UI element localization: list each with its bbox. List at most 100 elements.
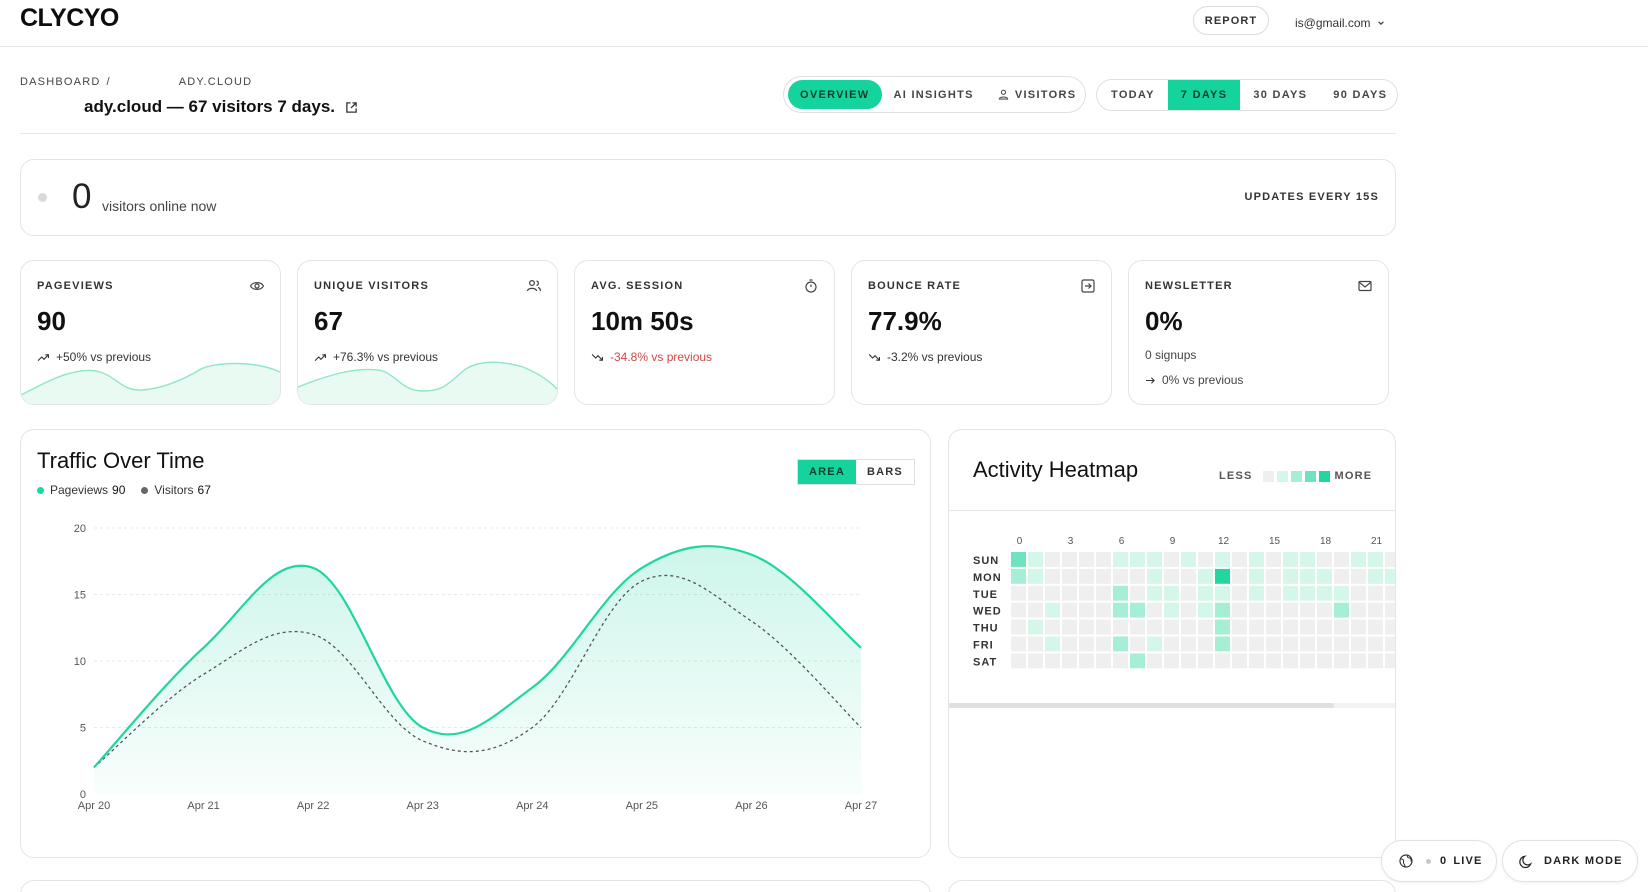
heatmap-cell[interactable] <box>1045 585 1060 601</box>
heatmap-cell[interactable] <box>1181 636 1196 652</box>
heatmap-cell[interactable] <box>1300 653 1315 669</box>
range-90-days[interactable]: 90 DAYS <box>1333 89 1388 101</box>
heatmap-cell[interactable] <box>1096 653 1111 669</box>
user-menu[interactable]: is@gmail.com <box>1273 10 1385 36</box>
heatmap-cell[interactable] <box>1130 552 1145 567</box>
heatmap-cell[interactable] <box>1351 653 1366 669</box>
heatmap-cell[interactable] <box>1198 619 1213 635</box>
heatmap-cell[interactable] <box>1198 552 1213 567</box>
heatmap-cell[interactable] <box>1164 636 1179 652</box>
heatmap-cell[interactable] <box>1011 636 1026 652</box>
heatmap-cell[interactable] <box>1385 619 1396 635</box>
heatmap-cell[interactable] <box>1334 585 1349 601</box>
heatmap-cell[interactable] <box>1232 568 1247 584</box>
tab-overview[interactable]: OVERVIEW <box>788 80 882 109</box>
heatmap-cell[interactable] <box>1045 619 1060 635</box>
heatmap-cell[interactable] <box>1351 636 1366 652</box>
heatmap-cell[interactable] <box>1283 602 1298 618</box>
heatmap-cell[interactable] <box>1368 602 1383 618</box>
heatmap-cell[interactable] <box>1249 585 1264 601</box>
heatmap-cell[interactable] <box>1249 636 1264 652</box>
heatmap-cell[interactable] <box>1147 653 1162 669</box>
heatmap-cell[interactable] <box>1130 585 1145 601</box>
range-today[interactable]: TODAY <box>1111 89 1155 101</box>
heatmap-cell[interactable] <box>1300 552 1315 567</box>
heatmap-cell[interactable] <box>1062 585 1077 601</box>
heatmap-cell[interactable] <box>1334 552 1349 567</box>
heatmap-cell[interactable] <box>1232 585 1247 601</box>
heatmap-cell[interactable] <box>1317 636 1332 652</box>
heatmap-cell[interactable] <box>1079 585 1094 601</box>
dark-mode-toggle[interactable]: DARK MODE <box>1502 840 1638 882</box>
heatmap-cell[interactable] <box>1096 636 1111 652</box>
heatmap-cell[interactable] <box>1334 568 1349 584</box>
heatmap-cell[interactable] <box>1198 636 1213 652</box>
heatmap-cell[interactable] <box>1368 636 1383 652</box>
heatmap-cell[interactable] <box>1028 602 1043 618</box>
heatmap-cell[interactable] <box>1096 602 1111 618</box>
heatmap-cell[interactable] <box>1181 585 1196 601</box>
heatmap-cell[interactable] <box>1198 602 1213 618</box>
heatmap-cell[interactable] <box>1300 585 1315 601</box>
heatmap-cell[interactable] <box>1096 585 1111 601</box>
heatmap-cell[interactable] <box>1249 552 1264 567</box>
tab-ai-insights[interactable]: AI INSIGHTS <box>893 88 974 101</box>
heatmap-cell[interactable] <box>1266 585 1281 601</box>
heatmap-cell[interactable] <box>1028 653 1043 669</box>
heatmap-cell[interactable] <box>1147 619 1162 635</box>
range-30-days[interactable]: 30 DAYS <box>1253 89 1308 101</box>
heatmap-cell[interactable] <box>1096 568 1111 584</box>
heatmap-cell[interactable] <box>1147 552 1162 567</box>
heatmap-cell[interactable] <box>1368 653 1383 669</box>
heatmap-cell[interactable] <box>1351 568 1366 584</box>
heatmap-cell[interactable] <box>1334 619 1349 635</box>
heatmap-cell[interactable] <box>1334 636 1349 652</box>
heatmap-cell[interactable] <box>1300 636 1315 652</box>
heatmap-cell[interactable] <box>1283 552 1298 567</box>
heatmap-cell[interactable] <box>1062 602 1077 618</box>
heatmap-cell[interactable] <box>1317 585 1332 601</box>
heatmap-cell[interactable] <box>1045 602 1060 618</box>
heatmap-cell[interactable] <box>1249 653 1264 669</box>
heatmap-cell[interactable] <box>1215 585 1230 601</box>
heatmap-cell[interactable] <box>1181 619 1196 635</box>
heatmap-cell[interactable] <box>1113 619 1128 635</box>
heatmap-cell[interactable] <box>1181 568 1196 584</box>
heatmap-cell[interactable] <box>1317 568 1332 584</box>
heatmap-cell[interactable] <box>1062 619 1077 635</box>
heatmap-cell[interactable] <box>1334 602 1349 618</box>
heatmap-cell[interactable] <box>1011 619 1026 635</box>
heatmap-cell[interactable] <box>1045 552 1060 567</box>
heatmap-cell[interactable] <box>1351 552 1366 567</box>
heatmap-cell[interactable] <box>1317 552 1332 567</box>
heatmap-cell[interactable] <box>1079 568 1094 584</box>
external-link-icon[interactable] <box>345 101 358 114</box>
heatmap-cell[interactable] <box>1113 552 1128 567</box>
heatmap-cell[interactable] <box>1317 619 1332 635</box>
heatmap-cell[interactable] <box>1198 585 1213 601</box>
heatmap-cell[interactable] <box>1266 653 1281 669</box>
heatmap-cell[interactable] <box>1164 568 1179 584</box>
heatmap-cell[interactable] <box>1062 568 1077 584</box>
heatmap-cell[interactable] <box>1028 585 1043 601</box>
heatmap-cell[interactable] <box>1164 552 1179 567</box>
heatmap-cell[interactable] <box>1045 653 1060 669</box>
heatmap-cell[interactable] <box>1198 653 1213 669</box>
heatmap-cell[interactable] <box>1368 568 1383 584</box>
heatmap-cell[interactable] <box>1283 653 1298 669</box>
heatmap-cell[interactable] <box>1113 568 1128 584</box>
heatmap-cell[interactable] <box>1181 552 1196 567</box>
heatmap-cell[interactable] <box>1130 619 1145 635</box>
heatmap-cell[interactable] <box>1215 653 1230 669</box>
heatmap-cell[interactable] <box>1079 636 1094 652</box>
heatmap-cell[interactable] <box>1317 653 1332 669</box>
heatmap-cell[interactable] <box>1266 636 1281 652</box>
heatmap-cell[interactable] <box>1147 568 1162 584</box>
live-indicator[interactable]: 0 LIVE <box>1381 840 1497 882</box>
heatmap-cell[interactable] <box>1300 619 1315 635</box>
heatmap-cell[interactable] <box>1249 602 1264 618</box>
heatmap-cell[interactable] <box>1368 552 1383 567</box>
heatmap-cell[interactable] <box>1232 552 1247 567</box>
heatmap-cell[interactable] <box>1300 602 1315 618</box>
heatmap-cell[interactable] <box>1215 552 1230 567</box>
